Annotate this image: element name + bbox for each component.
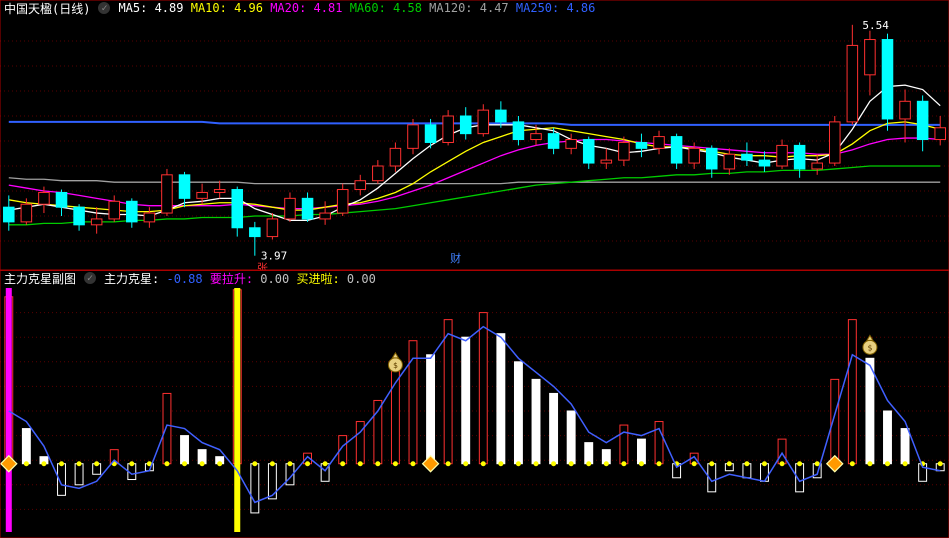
ma-label: MA20: 4.81 (270, 1, 342, 15)
settings-badge-icon[interactable]: ✓ (98, 2, 110, 14)
svg-text:财: 财 (450, 251, 461, 265)
sub-labels: 主力克星: -0.88 要拉升: 0.00 买进啦: 0.00 (104, 270, 376, 287)
chart-container: 中国天楹(日线) ✓ MA5: 4.89 MA10: 4.96 MA20: 4.… (0, 0, 949, 538)
svg-text:5.54: 5.54 (862, 19, 889, 32)
ma-label: MA60: 4.58 (350, 1, 422, 15)
indicator-name: 买进啦: (296, 272, 339, 286)
ma-label: MA10: 4.96 (191, 1, 263, 15)
main-chart-svg[interactable]: 3.97张5.54财 (0, 0, 949, 270)
sub-title: 主力克星副图 (4, 270, 76, 287)
indicator-value: 0.00 (340, 272, 376, 286)
indicator-name: 要拉升: (210, 272, 253, 286)
ma-labels: MA5: 4.89 MA10: 4.96 MA20: 4.81 MA60: 4.… (118, 1, 595, 15)
indicator-value: 0.00 (253, 272, 289, 286)
settings-badge-icon[interactable]: ✓ (84, 272, 96, 284)
ma-label: MA120: 4.47 (429, 1, 508, 15)
sub-header: 主力克星副图 ✓ 主力克星: -0.88 要拉升: 0.00 买进啦: 0.00 (0, 270, 376, 286)
svg-text:$: $ (868, 343, 873, 352)
main-header: 中国天楹(日线) ✓ MA5: 4.89 MA10: 4.96 MA20: 4.… (0, 0, 595, 16)
stock-title: 中国天楹(日线) (4, 0, 90, 17)
indicator-value: -0.88 (159, 272, 202, 286)
ma-label: MA5: 4.89 (118, 1, 183, 15)
svg-text:$: $ (393, 361, 398, 370)
main-chart-panel: 中国天楹(日线) ✓ MA5: 4.89 MA10: 4.96 MA20: 4.… (0, 0, 949, 270)
sub-chart-panel: 主力克星副图 ✓ 主力克星: -0.88 要拉升: 0.00 买进啦: 0.00… (0, 270, 949, 538)
ma-label: MA250: 4.86 (516, 1, 595, 15)
indicator-name: 主力克星: (104, 272, 159, 286)
sub-chart-svg[interactable]: $$ (0, 270, 949, 538)
